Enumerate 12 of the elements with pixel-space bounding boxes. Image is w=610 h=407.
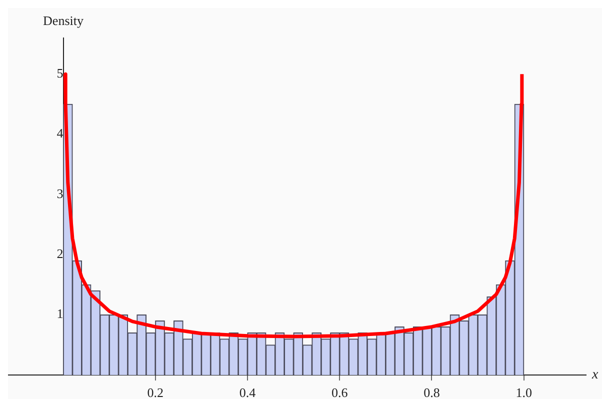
x-axis-title: x — [591, 368, 599, 383]
y-axis-title: Density — [43, 12, 84, 28]
y-tick-label: 3 — [56, 186, 64, 201]
x-tick-label: 0.8 — [424, 385, 440, 400]
y-tick-label: 1 — [56, 306, 64, 322]
y-tick-label: 5 — [56, 66, 64, 81]
x-tick-label: 0.4 — [239, 385, 256, 400]
y-tick-label: 2 — [56, 246, 64, 262]
x-tick-label: 1.0 — [516, 385, 532, 400]
x-tick-label: 0.6 — [331, 385, 348, 400]
x-tick-label: 0.2 — [147, 385, 164, 400]
y-tick-label: 4 — [56, 126, 64, 141]
